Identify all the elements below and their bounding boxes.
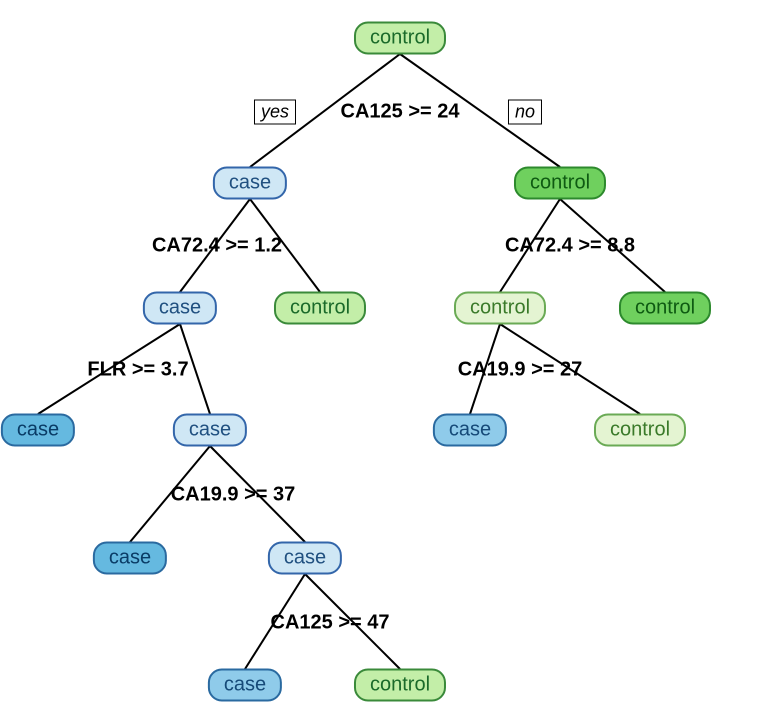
- split-label: CA125 >= 24: [341, 101, 460, 124]
- tree-node-L4L: case: [93, 542, 167, 575]
- tree-node-L5L: case: [208, 669, 282, 702]
- tree-node-L3LR: case: [173, 414, 247, 447]
- tree-node-L2RL: control: [454, 292, 546, 325]
- tree-node-L2LR: control: [274, 292, 366, 325]
- tree-node-L4R: case: [268, 542, 342, 575]
- tree-diagram: control case control case control control cont…: [0, 0, 765, 725]
- tree-node-L2RR: control: [619, 292, 711, 325]
- tree-node-L1L: case: [213, 167, 287, 200]
- yes-tag: yes: [254, 100, 296, 125]
- tree-node-root: control: [354, 22, 446, 55]
- split-label: CA125 >= 47: [271, 612, 390, 635]
- no-tag: no: [508, 100, 542, 125]
- split-label: CA72.4 >= 1.2: [152, 235, 282, 258]
- tree-node-L3LL: case: [1, 414, 75, 447]
- split-label: CA19.9 >= 27: [458, 359, 583, 382]
- tree-node-L5R: control: [354, 669, 446, 702]
- split-label: CA72.4 >= 8.8: [505, 235, 635, 258]
- split-label: FLR >= 3.7: [87, 359, 188, 382]
- tree-node-L1R: control: [514, 167, 606, 200]
- tree-node-L3RR: control: [594, 414, 686, 447]
- tree-node-L3RL: case: [433, 414, 507, 447]
- split-label: CA19.9 >= 37: [171, 484, 296, 507]
- tree-node-L2LL: case: [143, 292, 217, 325]
